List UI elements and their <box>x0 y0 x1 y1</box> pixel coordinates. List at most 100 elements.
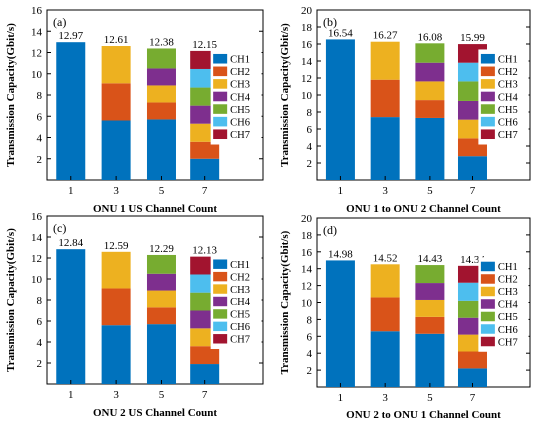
bar-segment-ch3-x3 <box>101 251 131 289</box>
y-tick-label: 12 <box>31 253 42 265</box>
bar-segment-ch1-x3 <box>370 117 400 180</box>
y-tick-label: 16 <box>31 211 43 223</box>
bar-total-label: 16.54 <box>328 27 353 39</box>
bar-segment-ch2-x5 <box>146 102 176 120</box>
x-tick-label: 7 <box>470 392 476 404</box>
legend-swatch-ch4 <box>213 296 228 307</box>
bar-segment-ch2-x5 <box>146 307 176 325</box>
legend-label-ch7: CH7 <box>230 335 250 346</box>
y-tick-label: 2 <box>307 365 313 377</box>
legend-label-ch5: CH5 <box>498 105 518 116</box>
legend-label-ch6: CH6 <box>498 325 518 336</box>
legend-swatch-ch7 <box>213 129 228 140</box>
legend-swatch-ch5 <box>213 309 228 319</box>
y-axis-title: Transmission Capacity(Gbit/s) <box>5 228 17 372</box>
legend-swatch-ch4 <box>213 91 228 102</box>
bar-segment-ch1-x1 <box>56 42 86 180</box>
panel-label: (c) <box>53 221 66 235</box>
bar-segment-ch2-x7 <box>190 141 220 159</box>
x-tick-label: 3 <box>113 389 119 401</box>
bar-segment-ch2-x3 <box>370 79 400 118</box>
y-tick-label: 18 <box>301 230 313 242</box>
x-tick-label: 5 <box>427 185 433 197</box>
bar-segment-ch2-x3 <box>101 288 131 326</box>
x-axis-title: ONU 2 to ONU 1 Channel Count <box>346 409 501 421</box>
legend-label-ch5: CH5 <box>230 105 250 116</box>
y-tick-label: 10 <box>31 274 43 286</box>
legend-swatch-ch3 <box>480 286 495 297</box>
y-tick-label: 14 <box>301 56 313 68</box>
y-tick-label: 18 <box>301 22 313 34</box>
bar-segment-ch3-x5 <box>415 81 445 101</box>
bar-total-label: 12.84 <box>58 237 83 249</box>
bar-segment-ch2-x7 <box>190 346 220 365</box>
legend-swatch-ch2 <box>213 66 228 77</box>
legend-label-ch4: CH4 <box>230 92 251 103</box>
bar-segment-ch3-x5 <box>146 290 176 308</box>
bar-segment-ch1-x7 <box>190 364 220 384</box>
y-tick-label: 6 <box>37 111 43 123</box>
x-tick-label: 1 <box>68 389 74 401</box>
y-axis-title: Transmission Capacity(Gbit/s) <box>5 23 17 167</box>
legend-swatch-ch1 <box>480 53 495 64</box>
x-tick-label: 7 <box>202 389 208 401</box>
x-tick-label: 7 <box>202 185 208 197</box>
panel-label: (a) <box>53 15 66 29</box>
bar-total-label: 16.27 <box>373 30 398 42</box>
bar-segment-ch1-x7 <box>457 368 487 387</box>
bar-segment-ch1-x5 <box>415 117 445 180</box>
y-tick-label: 2 <box>307 158 313 170</box>
y-tick-label: 2 <box>37 358 43 370</box>
bar-total-label: 12.97 <box>58 30 83 42</box>
bar-total-label: 12.13 <box>192 245 217 257</box>
legend-swatch-ch7 <box>480 129 495 140</box>
x-tick-label: 1 <box>68 185 74 197</box>
bar-segment-ch1-x3 <box>101 120 131 180</box>
legend-label-ch2: CH2 <box>498 67 518 78</box>
bar-segment-ch3-x5 <box>146 85 176 103</box>
bar-total-label: 12.59 <box>104 240 129 252</box>
bar-segment-ch1-x7 <box>457 156 487 180</box>
x-tick-label: 3 <box>382 185 388 197</box>
y-tick-label: 12 <box>301 281 312 293</box>
bar-total-label: 12.38 <box>149 36 174 48</box>
y-tick-label: 10 <box>31 69 43 81</box>
bar-segment-ch1-x5 <box>146 324 176 384</box>
x-tick-label: 3 <box>382 392 388 404</box>
x-tick-label: 5 <box>427 392 433 404</box>
legend-swatch-ch3 <box>480 79 495 89</box>
bar-segment-ch2-x5 <box>415 316 445 334</box>
legend-swatch-ch4 <box>480 299 495 309</box>
legend-label-ch2: CH2 <box>230 67 250 78</box>
y-tick-label: 16 <box>301 247 313 259</box>
legend-swatch-ch1 <box>213 259 228 269</box>
legend-label-ch3: CH3 <box>498 80 518 91</box>
y-tick-label: 20 <box>301 213 313 225</box>
bar-segment-ch1-x3 <box>370 331 400 387</box>
legend-label-ch4: CH4 <box>498 92 519 103</box>
y-tick-label: 16 <box>31 5 43 17</box>
legend-swatch-ch5 <box>213 104 228 114</box>
bar-segment-ch2-x3 <box>370 297 400 332</box>
bar-segment-ch3-x5 <box>415 299 445 317</box>
bar-total-label: 12.15 <box>192 39 217 51</box>
legend-swatch-ch5 <box>480 104 495 114</box>
legend-label-ch5: CH5 <box>230 310 250 321</box>
y-tick-label: 4 <box>307 141 313 153</box>
bar-total-label: 14.98 <box>328 248 353 260</box>
y-tick-label: 14 <box>301 264 313 276</box>
y-tick-label: 2 <box>37 154 43 166</box>
x-tick-label: 3 <box>113 185 119 197</box>
y-tick-label: 8 <box>307 107 313 119</box>
legend-swatch-ch6 <box>213 116 228 127</box>
y-tick-label: 8 <box>37 90 43 102</box>
legend-label-ch6: CH6 <box>230 322 250 333</box>
y-tick-label: 8 <box>307 314 313 326</box>
legend-label-ch5: CH5 <box>498 312 518 323</box>
bar-segment-ch2-x7 <box>457 351 487 369</box>
y-tick-label: 16 <box>301 39 313 51</box>
bar-total-label: 15.99 <box>460 32 485 44</box>
y-tick-label: 10 <box>301 90 313 102</box>
bar-segment-ch4-x5 <box>415 283 445 300</box>
chart-panel-3: 24681012141612.84112.59312.29512.137CH1C… <box>5 211 264 419</box>
